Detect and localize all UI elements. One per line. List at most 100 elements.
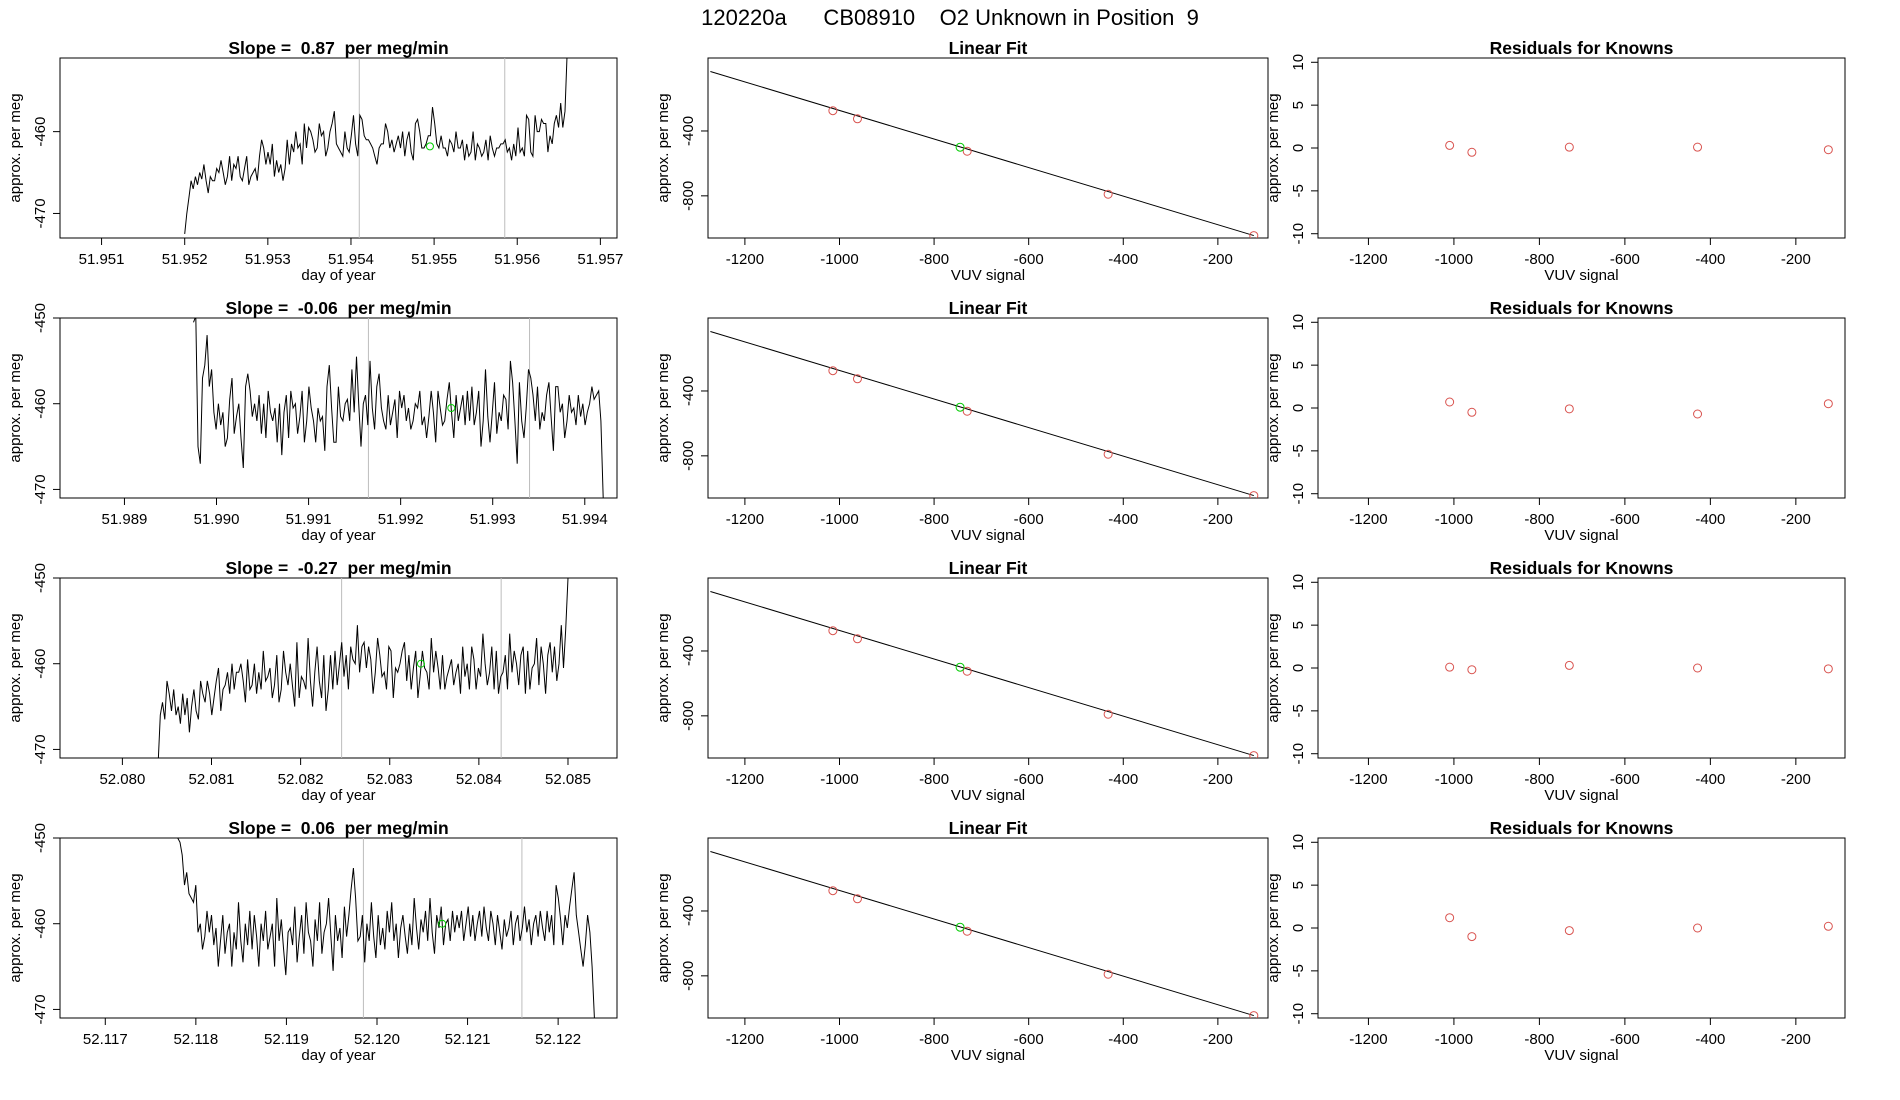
residual-point xyxy=(1823,921,1833,931)
y-axis-title: approx. per meg xyxy=(655,353,672,462)
x-axis-title: day of year xyxy=(301,1047,375,1064)
x-tick-label: -800 xyxy=(1524,771,1554,788)
residual-point xyxy=(1467,407,1477,417)
x-tick-label: 51.951 xyxy=(79,251,125,268)
x-tick-label: 52.084 xyxy=(456,771,502,788)
x-tick-label: 51.952 xyxy=(162,251,208,268)
series-line xyxy=(193,318,604,498)
y-tick-label: 0 xyxy=(1290,664,1307,672)
fit-line xyxy=(710,590,1254,757)
residual-point xyxy=(1445,140,1455,150)
x-tick-label: -600 xyxy=(1610,251,1640,268)
y-axis-title: approx. per meg xyxy=(655,93,672,202)
x-tick-label: -1200 xyxy=(726,1031,764,1048)
y-tick-label: 10 xyxy=(1290,314,1307,331)
x-tick-label: -1200 xyxy=(726,511,764,528)
x-tick-label: -1000 xyxy=(820,511,858,528)
unknown-marker xyxy=(447,404,456,412)
plot-area xyxy=(177,838,595,1018)
known-point xyxy=(828,106,838,116)
x-tick-label: -800 xyxy=(919,251,949,268)
x-axis-title: VUV signal xyxy=(1544,267,1618,284)
panel-title: Residuals for Knowns xyxy=(1490,38,1674,58)
panel-title: Slope = 0.06 per meg/min xyxy=(228,818,448,838)
fit-line xyxy=(710,850,1254,1017)
x-tick-label: 51.994 xyxy=(562,511,608,528)
residual-point xyxy=(1693,409,1703,419)
x-tick-label: -1000 xyxy=(1435,511,1473,528)
residual-point xyxy=(1693,142,1703,152)
panel-title: Slope = -0.06 per meg/min xyxy=(225,298,451,318)
x-tick-label: 51.956 xyxy=(494,251,540,268)
x-tick-label: 52.117 xyxy=(83,1031,128,1048)
plot-frame xyxy=(707,577,1269,759)
x-axis-title: VUV signal xyxy=(1544,1047,1618,1064)
x-tick-label: 52.081 xyxy=(189,771,235,788)
panels: 51.951 51.952 51.953 51.954 51.955 51.956 51.9… xyxy=(7,38,1846,1064)
plot-frame xyxy=(707,837,1269,1019)
plot-frame xyxy=(707,57,1269,239)
panel-title: Slope = -0.27 per meg/min xyxy=(225,558,451,578)
y-axis-title: approx. per meg xyxy=(1265,93,1282,202)
y-tick-label: -5 xyxy=(1290,704,1307,717)
y-tick-label: 0 xyxy=(1290,144,1307,152)
known-point xyxy=(1249,231,1259,238)
x-axis-title: VUV signal xyxy=(951,527,1025,544)
x-tick-label: 52.122 xyxy=(535,1031,581,1048)
x-tick-label: 51.953 xyxy=(245,251,291,268)
panel-title: Linear Fit xyxy=(949,818,1028,838)
plot-area xyxy=(1445,660,1833,675)
y-tick-label: 5 xyxy=(1290,361,1307,369)
known-point xyxy=(962,146,972,156)
y-tick-label: -10 xyxy=(1290,223,1307,245)
unknown-marker xyxy=(438,919,447,928)
unknown-point xyxy=(955,662,965,672)
fit-line xyxy=(710,330,1254,497)
residual-point xyxy=(1693,923,1703,933)
panel-title: Residuals for Knowns xyxy=(1490,818,1674,838)
y-tick-label: -400 xyxy=(680,636,697,666)
known-point xyxy=(828,886,838,896)
y-axis-title: approx. per meg xyxy=(1265,613,1282,722)
x-tick-label: 51.991 xyxy=(286,511,332,528)
y-tick-label: -400 xyxy=(680,896,697,926)
x-tick-label: -1200 xyxy=(726,251,764,268)
residual-point xyxy=(1445,662,1455,672)
x-tick-label: -200 xyxy=(1781,511,1811,528)
x-tick-label: -400 xyxy=(1695,771,1725,788)
y-tick-label: -460 xyxy=(32,909,49,939)
panel-title: Residuals for Knowns xyxy=(1490,558,1674,578)
known-point xyxy=(828,366,838,376)
y-tick-label: -800 xyxy=(680,181,697,211)
x-tick-label: -600 xyxy=(1014,1031,1044,1048)
y-axis-title: approx. per meg xyxy=(1265,873,1282,982)
panel-title: Residuals for Knowns xyxy=(1490,298,1674,318)
y-axis-title: approx. per meg xyxy=(7,873,24,982)
plot-panel-slope: 52.080 52.081 52.082 52.083 52.084 52.085 -470… xyxy=(7,558,618,804)
plot-panel-residuals: -1200 -1000 -800 -600 -400 -200 -10 -5 0 5 10 Resid… xyxy=(1265,298,1846,544)
x-tick-label: 51.955 xyxy=(411,251,457,268)
x-tick-label: -1200 xyxy=(1349,511,1387,528)
x-tick-label: 52.120 xyxy=(354,1031,400,1048)
plot-panel-linear-fit: -1200 -1000 -800 -600 -400 -200 -800 -400 Linear… xyxy=(655,558,1269,804)
x-tick-label: -1000 xyxy=(1435,771,1473,788)
y-tick-label: 5 xyxy=(1290,101,1307,109)
y-tick-label: 10 xyxy=(1290,834,1307,851)
unknown-marker xyxy=(425,142,434,151)
y-axis-title: approx. per meg xyxy=(655,613,672,722)
y-tick-label: -460 xyxy=(32,117,49,147)
x-tick-label: -200 xyxy=(1781,1031,1811,1048)
unknown-point xyxy=(955,402,965,412)
series-line xyxy=(157,578,569,758)
fit-line xyxy=(710,70,1254,237)
x-tick-label: -200 xyxy=(1203,771,1233,788)
x-tick-label: -800 xyxy=(1524,511,1554,528)
x-tick-label: -400 xyxy=(1108,511,1138,528)
plot-panel-slope: 51.989 51.990 51.991 51.992 51.993 51.994 -470… xyxy=(7,298,618,544)
known-point xyxy=(1103,189,1113,199)
residual-point xyxy=(1467,665,1477,675)
x-tick-label: -200 xyxy=(1203,511,1233,528)
y-tick-label: -470 xyxy=(32,994,49,1024)
x-axis-title: VUV signal xyxy=(1544,787,1618,804)
x-axis-title: day of year xyxy=(301,787,375,804)
